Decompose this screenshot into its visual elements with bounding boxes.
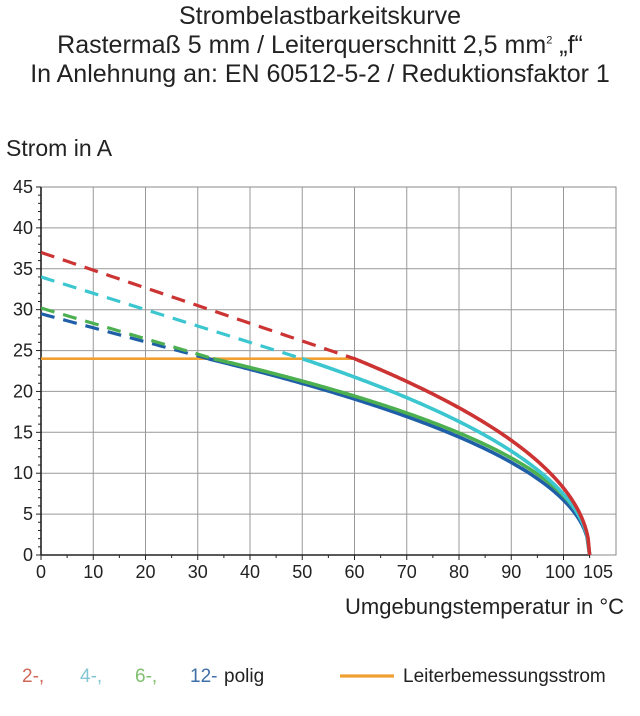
svg-text:Leiterbemessungsstrom: Leiterbemessungsstrom: [403, 666, 606, 687]
svg-text:polig: polig: [224, 666, 264, 687]
svg-text:40: 40: [240, 562, 260, 582]
svg-text:20: 20: [13, 381, 33, 401]
svg-text:30: 30: [13, 300, 33, 320]
svg-text:60: 60: [344, 562, 364, 582]
svg-text:0: 0: [23, 545, 33, 565]
svg-text:70: 70: [397, 562, 417, 582]
svg-text:80: 80: [449, 562, 469, 582]
svg-text:12-: 12-: [190, 666, 217, 687]
svg-text:45: 45: [13, 177, 33, 197]
svg-text:4-,: 4-,: [80, 666, 102, 687]
svg-text:40: 40: [13, 218, 33, 238]
svg-text:6-,: 6-,: [135, 666, 157, 687]
svg-text:35: 35: [13, 259, 33, 279]
svg-text:30: 30: [188, 562, 208, 582]
svg-text:25: 25: [13, 341, 33, 361]
svg-text:10: 10: [13, 463, 33, 483]
svg-text:50: 50: [292, 562, 312, 582]
svg-text:105: 105: [583, 562, 613, 582]
svg-text:10: 10: [83, 562, 103, 582]
svg-text:0: 0: [36, 562, 46, 582]
svg-text:90: 90: [501, 562, 521, 582]
svg-text:20: 20: [135, 562, 155, 582]
svg-text:5: 5: [23, 504, 33, 524]
svg-text:2-,: 2-,: [22, 666, 44, 687]
svg-text:15: 15: [13, 422, 33, 442]
svg-text:100: 100: [545, 562, 575, 582]
